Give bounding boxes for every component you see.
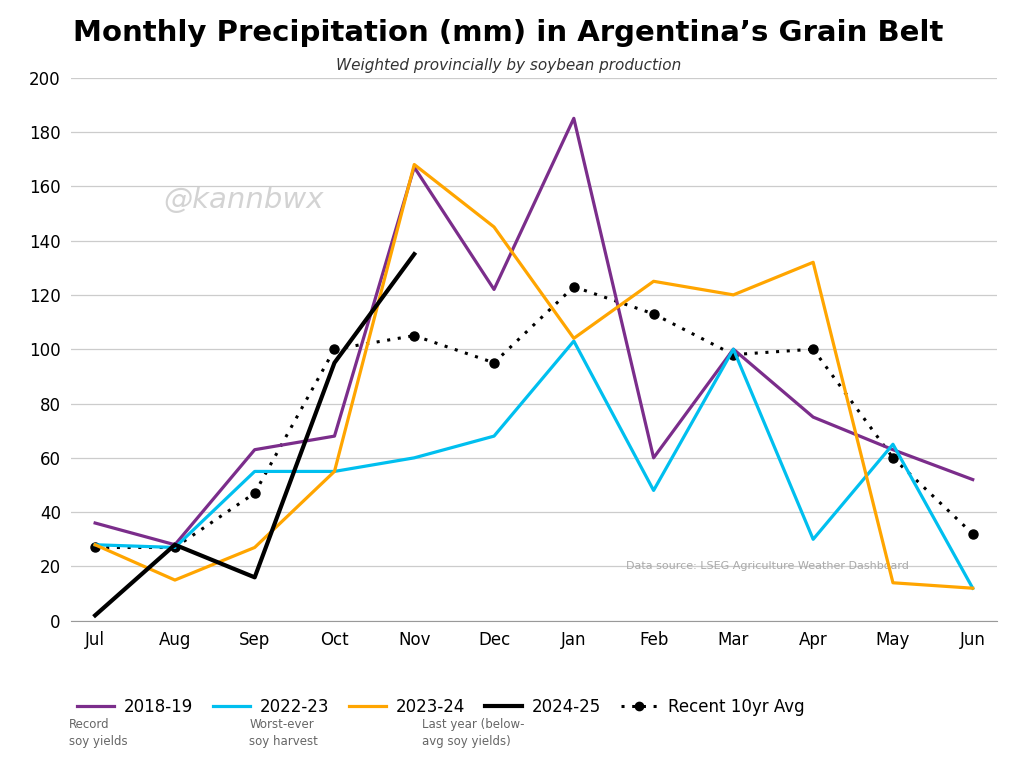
Text: @kannbwx: @kannbwx <box>164 186 324 214</box>
Text: Monthly Precipitation (mm) in Argentina’s Grain Belt: Monthly Precipitation (mm) in Argentina’… <box>73 19 944 47</box>
Text: Record
soy yields: Record soy yields <box>69 718 128 748</box>
Text: Weighted provincially by soybean production: Weighted provincially by soybean product… <box>336 58 681 73</box>
Text: Last year (below-
avg soy yields): Last year (below- avg soy yields) <box>422 718 525 748</box>
Text: Data source: LSEG Agriculture Weather Dashboard: Data source: LSEG Agriculture Weather Da… <box>626 561 909 571</box>
Legend: 2018-19, 2022-23, 2023-24, 2024-25, Recent 10yr Avg: 2018-19, 2022-23, 2023-24, 2024-25, Rece… <box>70 691 811 723</box>
Text: Worst-ever
soy harvest: Worst-ever soy harvest <box>249 718 318 748</box>
